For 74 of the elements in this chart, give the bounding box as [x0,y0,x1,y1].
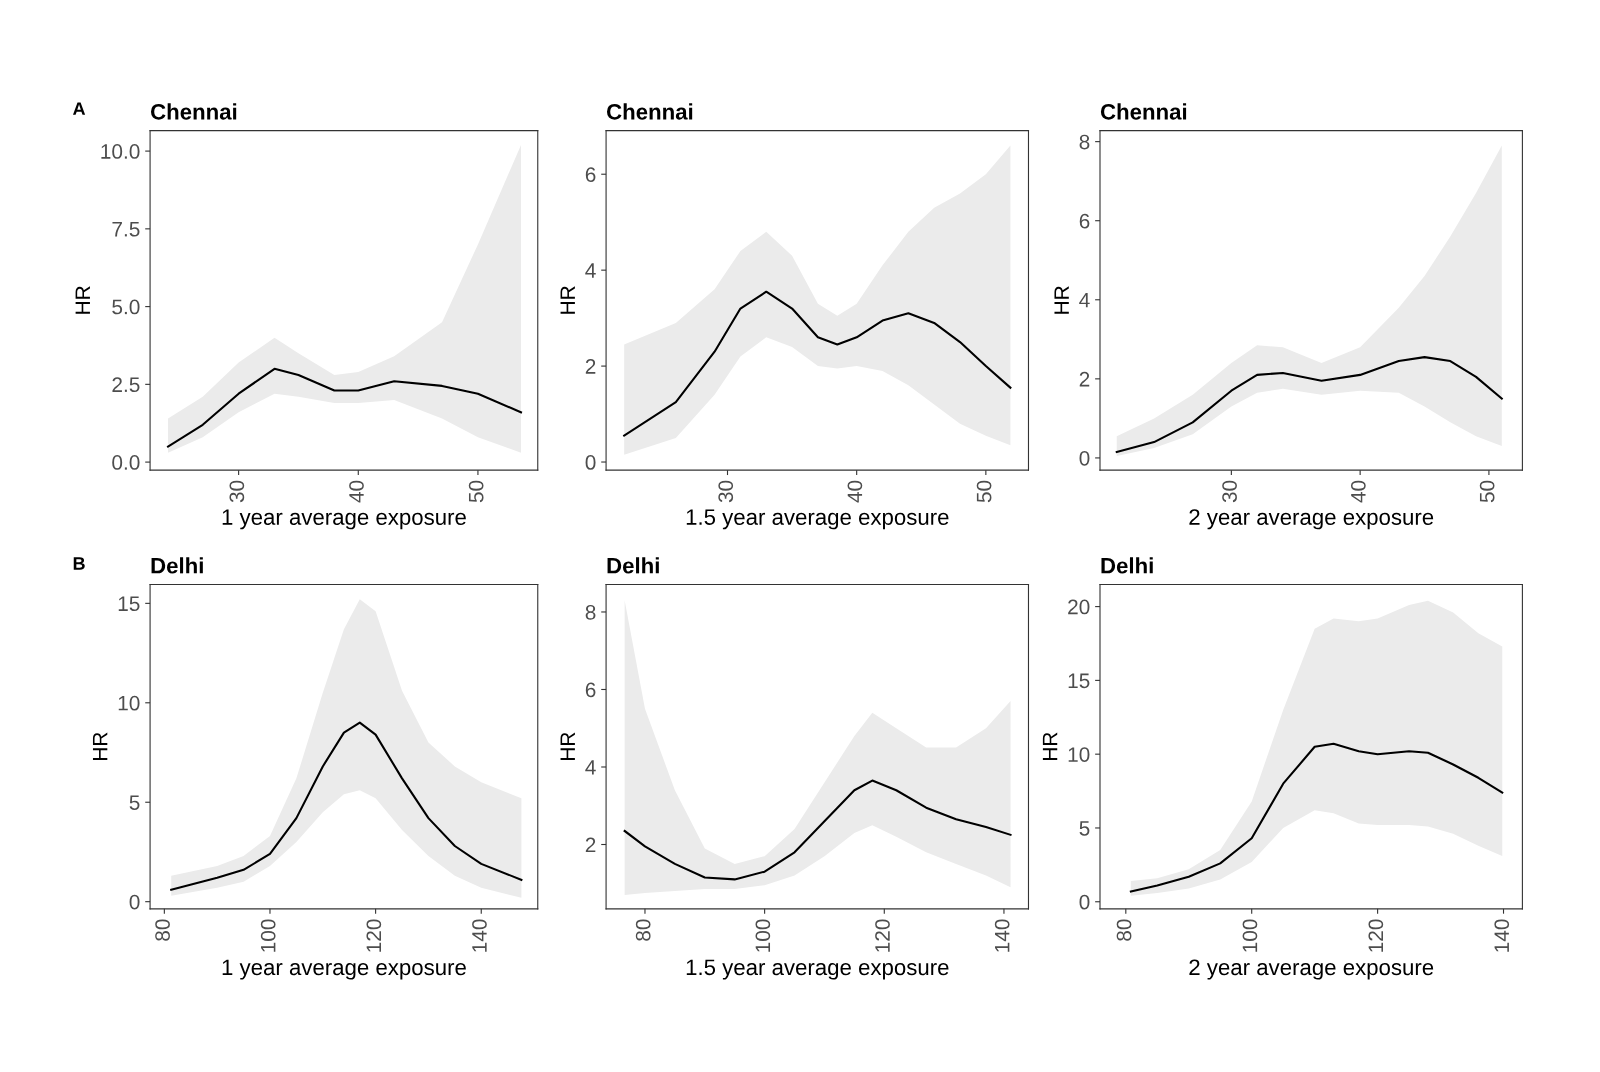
x-tick-label: 40 [1350,480,1366,503]
text: B [73,557,85,570]
y-axis-title: HR [560,732,575,760]
x-tick-label: 140 [994,919,1010,952]
x-tick-label: 50 [1479,480,1495,503]
y-tick-label: 5.0 [112,299,140,315]
y-tick-label: 20 [1068,599,1090,615]
x-tick-label: 30 [229,480,245,503]
chart-title: Chennai [1100,103,1187,120]
y-tick-label: 4 [1079,293,1090,308]
x-tick-label: 50 [976,480,992,503]
y-tick-label: 7.5 [112,222,140,237]
x-tick-label: 140 [1494,919,1510,952]
y-tick-label: 5 [1079,821,1090,836]
y-tick-label: 0 [129,894,140,910]
y-tick-label: 2 [585,837,596,853]
chart-title: Delhi [607,557,659,574]
y-tick-label: 6 [585,682,596,698]
chart-title: Delhi [1101,557,1153,574]
line-series [623,779,1012,881]
y-axis-title: HR [1042,732,1058,760]
y-tick-label: 10 [1068,747,1090,762]
y-tick-label: 4 [585,263,596,278]
x-tick-label: 120 [366,919,382,952]
y-tick-label: 8 [1079,134,1090,150]
y-axis-title: HR [1054,286,1069,314]
text: A [72,102,86,115]
x-tick-label: 40 [847,480,863,503]
line-series [166,367,523,448]
line-series [623,290,1012,437]
x-tick-label: 100 [755,919,771,952]
line-series [1129,742,1504,893]
y-tick-label: 0 [1079,450,1090,466]
y-tick-label: 6 [585,167,596,182]
x-axis-title: 1 year average exposure [222,959,466,980]
y-tick-label: 2 [1079,371,1090,387]
x-tick-label: 140 [472,919,487,952]
x-axis-title: 1 year average exposure [222,509,466,530]
chart-title: Chennai [150,103,237,120]
y-tick-label: 0 [585,455,596,470]
x-tick-label: 50 [468,480,484,503]
y-axis-title: HR [92,732,108,760]
x-tick-label: 30 [1222,480,1237,503]
x-axis-title: 1.5 year average exposure [686,509,949,530]
x-tick-label: 80 [155,919,170,941]
x-tick-label: 40 [349,480,364,503]
y-tick-label: 15 [118,596,140,612]
x-axis-title: 2 year average exposure [1189,509,1434,530]
x-axis-title: 1.5 year average exposure [686,959,949,980]
x-tick-label: 30 [718,480,734,503]
y-tick-label: 5 [129,795,140,810]
y-tick-label: 2 [585,359,596,374]
x-tick-label: 120 [875,919,890,952]
line-series [170,721,523,891]
chart-title: Delhi [151,557,203,574]
x-tick-label: 100 [1242,919,1258,952]
y-tick-label: 4 [585,760,596,775]
y-tick-label: 0.0 [112,455,140,470]
x-tick-label: 80 [635,919,651,941]
chart-title: Chennai [606,103,693,120]
x-tick-label: 80 [1116,919,1132,941]
y-tick-label: 0 [1079,894,1090,910]
y-tick-label: 2.5 [112,377,140,393]
x-tick-label: 120 [1368,919,1384,952]
y-axis-title: HR [75,286,90,314]
y-tick-label: 15 [1068,673,1090,689]
y-tick-label: 6 [1079,213,1090,229]
line-series [1115,356,1503,454]
y-tick-label: 8 [585,604,596,620]
x-tick-label: 100 [260,919,276,952]
y-axis-title: HR [560,286,575,314]
x-axis-title: 2 year average exposure [1189,959,1434,980]
y-tick-label: 10.0 [101,144,140,159]
y-tick-label: 10 [118,695,140,711]
